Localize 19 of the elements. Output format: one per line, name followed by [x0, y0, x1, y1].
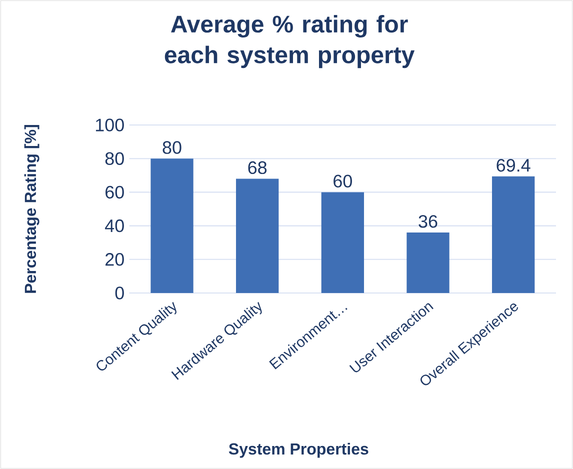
y-tick-label: 60: [106, 186, 124, 199]
y-tick-label: 40: [105, 219, 124, 232]
bar: [492, 176, 535, 294]
x-axis-title: System Properties: [228, 442, 368, 458]
data-label: 60: [334, 174, 352, 188]
bar: [150, 158, 194, 294]
data-label: 68: [248, 161, 267, 174]
chart-title: Average % rating for each system property: [164, 15, 415, 68]
bar: [406, 232, 450, 294]
data-label: 80: [162, 141, 182, 154]
data-label: 69.4: [496, 158, 530, 172]
bar: [236, 178, 279, 294]
y-tick-label: 80: [105, 152, 124, 165]
bar: [321, 192, 364, 294]
y-tick-label: 20: [106, 253, 124, 266]
y-tick-label: 0: [115, 286, 124, 300]
y-tick-label: 100: [96, 118, 124, 132]
data-label: 36: [418, 215, 438, 228]
y-axis-title: Percentage Rating [%]: [24, 125, 40, 293]
